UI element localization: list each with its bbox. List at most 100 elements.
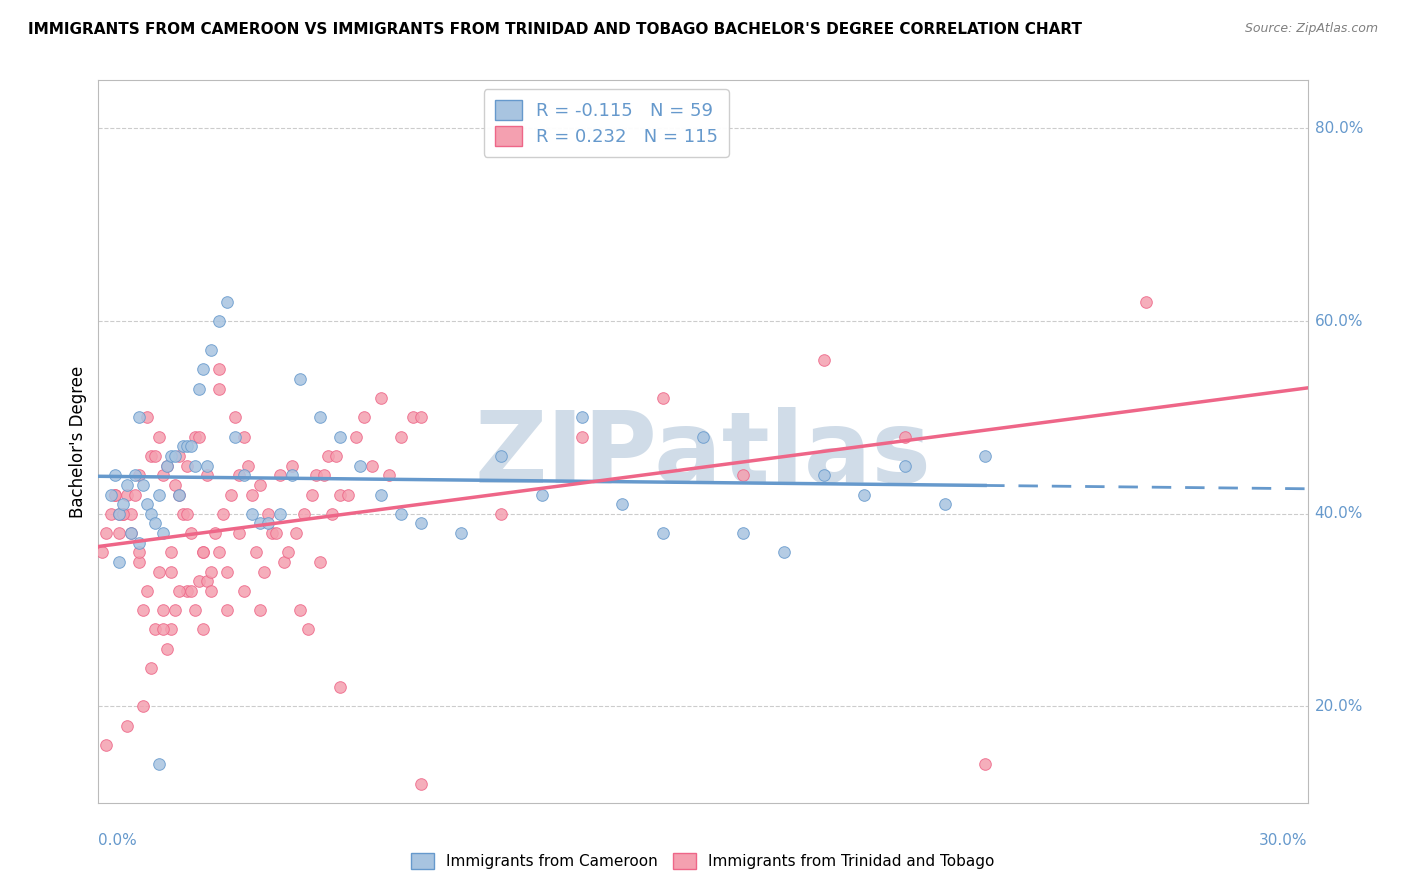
Point: [120, 526, 142, 541]
Point: [329, 680, 352, 694]
Point: [115, 719, 138, 733]
Point: [135, 410, 157, 425]
Text: Source: ZipAtlas.com: Source: ZipAtlas.com: [1244, 22, 1378, 36]
Point: [301, 487, 323, 501]
Point: [120, 526, 142, 541]
Point: [111, 507, 134, 521]
Point: [281, 468, 304, 483]
Point: [180, 439, 202, 453]
Point: [813, 352, 835, 367]
Point: [361, 458, 384, 473]
Point: [148, 487, 170, 501]
Point: [152, 526, 174, 541]
Point: [530, 487, 553, 501]
Point: [156, 458, 179, 473]
Point: [91, 545, 114, 559]
Point: [309, 410, 332, 425]
Point: [128, 555, 150, 569]
Point: [200, 583, 222, 598]
Text: 30.0%: 30.0%: [1260, 833, 1308, 848]
Point: [893, 430, 915, 444]
Point: [100, 507, 122, 521]
Point: [288, 603, 311, 617]
Point: [132, 699, 155, 714]
Point: [314, 468, 336, 483]
Point: [107, 555, 129, 569]
Point: [277, 545, 299, 559]
Point: [316, 449, 339, 463]
Point: [571, 430, 593, 444]
Point: [152, 468, 174, 483]
Legend: Immigrants from Cameroon, Immigrants from Trinidad and Tobago: Immigrants from Cameroon, Immigrants fro…: [405, 847, 1001, 875]
Point: [111, 497, 134, 511]
Point: [176, 458, 198, 473]
Point: [208, 382, 231, 396]
Point: [893, 458, 915, 473]
Point: [612, 497, 634, 511]
Point: [143, 516, 166, 531]
Point: [853, 487, 876, 501]
Point: [152, 623, 174, 637]
Point: [221, 487, 243, 501]
Point: [409, 516, 432, 531]
Point: [103, 468, 125, 483]
Point: [176, 439, 198, 453]
Point: [249, 516, 271, 531]
Point: [264, 526, 287, 541]
Point: [813, 468, 835, 483]
Point: [329, 430, 352, 444]
Text: 80.0%: 80.0%: [1315, 121, 1362, 136]
Point: [172, 507, 194, 521]
Point: [224, 430, 246, 444]
Point: [156, 641, 179, 656]
Point: [188, 574, 211, 589]
Point: [281, 458, 304, 473]
Point: [100, 487, 122, 501]
Point: [974, 757, 997, 772]
Point: [188, 382, 211, 396]
Point: [132, 478, 155, 492]
Point: [135, 583, 157, 598]
Text: 20.0%: 20.0%: [1315, 699, 1362, 714]
Point: [733, 468, 755, 483]
Point: [389, 430, 412, 444]
Point: [212, 507, 235, 521]
Point: [1135, 294, 1157, 309]
Point: [651, 391, 673, 405]
Point: [163, 449, 186, 463]
Point: [103, 487, 125, 501]
Point: [180, 526, 202, 541]
Point: [124, 468, 146, 483]
Point: [733, 526, 755, 541]
Point: [353, 410, 375, 425]
Text: 0.0%: 0.0%: [98, 833, 138, 848]
Point: [292, 507, 315, 521]
Point: [167, 487, 190, 501]
Point: [180, 583, 202, 598]
Point: [96, 738, 118, 752]
Point: [128, 535, 150, 549]
Point: [236, 458, 259, 473]
Point: [349, 458, 371, 473]
Point: [491, 449, 513, 463]
Point: [128, 468, 150, 483]
Point: [450, 526, 472, 541]
Point: [160, 565, 183, 579]
Text: 40.0%: 40.0%: [1315, 507, 1362, 521]
Point: [115, 478, 138, 492]
Point: [193, 362, 215, 376]
Point: [217, 294, 239, 309]
Point: [193, 623, 215, 637]
Point: [245, 545, 267, 559]
Point: [193, 545, 215, 559]
Point: [377, 468, 399, 483]
Point: [325, 449, 347, 463]
Point: [288, 372, 311, 386]
Point: [240, 487, 263, 501]
Point: [344, 430, 367, 444]
Point: [176, 583, 198, 598]
Point: [321, 507, 343, 521]
Point: [217, 565, 239, 579]
Point: [115, 487, 138, 501]
Point: [370, 391, 392, 405]
